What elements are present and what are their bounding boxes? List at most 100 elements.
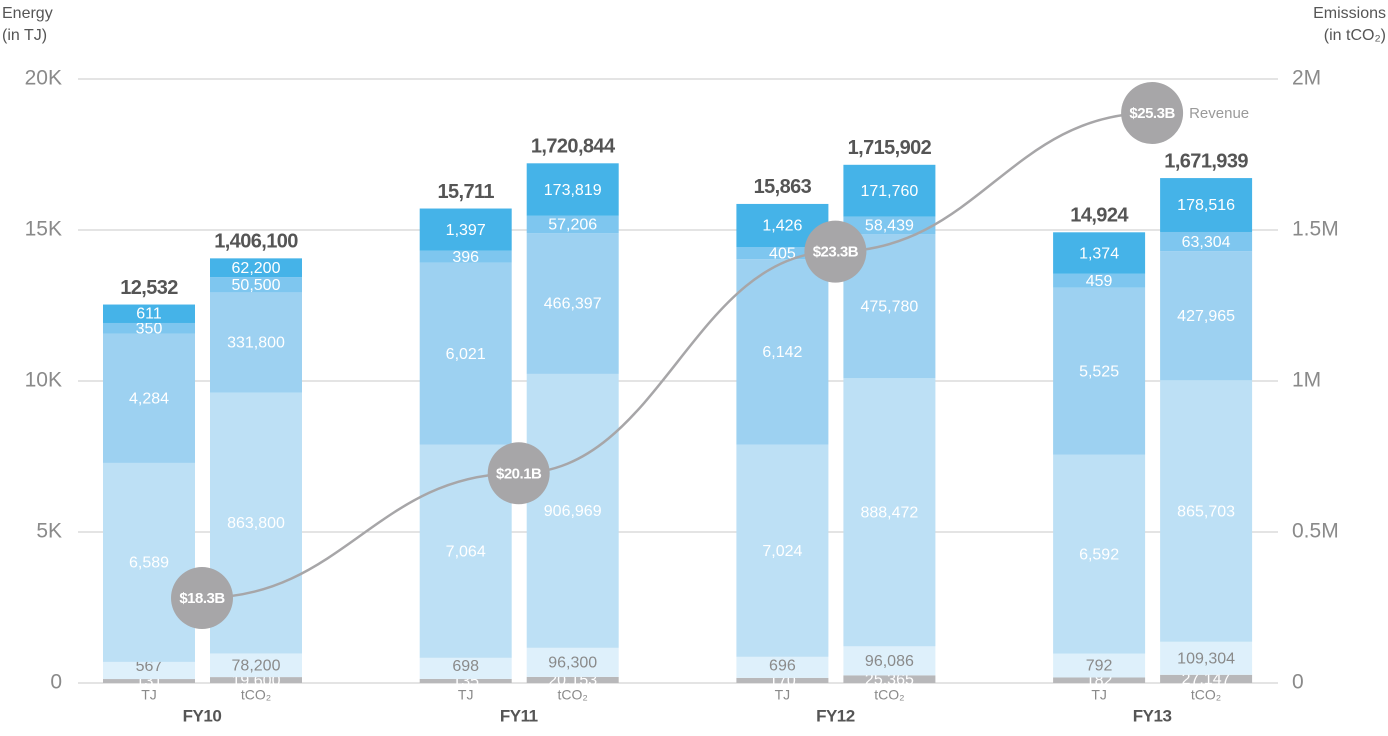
revenue-label: $20.1B: [496, 465, 542, 482]
revenue-marker: [171, 567, 233, 629]
total-label: 15,863: [754, 176, 812, 198]
y2-tick-label: 1M: [1292, 369, 1321, 392]
segment-label: 6,589: [129, 555, 169, 572]
segment-label: 466,397: [544, 296, 602, 313]
bar-segment: [1053, 677, 1146, 683]
segment-label: 96,086: [865, 653, 914, 670]
revenue-marker: [487, 442, 550, 505]
y-tick-label: 20K: [25, 67, 62, 90]
segment-label: 396: [452, 249, 479, 266]
y2-tick-label: 0.5M: [1292, 520, 1339, 543]
segment-label: 96,300: [548, 655, 597, 672]
segment-label: 78,200: [232, 657, 281, 674]
bar-segment: [736, 656, 829, 678]
bar-segment: [1160, 231, 1253, 252]
segment-label: 5,525: [1079, 363, 1119, 380]
bar-segment: [103, 679, 195, 683]
y-tick-label: 15K: [25, 218, 62, 241]
revenue-label: $25.3B: [1129, 105, 1175, 122]
bar-segment: [1053, 287, 1146, 455]
total-label: 12,532: [120, 277, 178, 299]
segment-label: 6,142: [762, 344, 802, 361]
y-tick-label: 0: [50, 671, 62, 694]
segment-label: 109,304: [1177, 651, 1235, 668]
segment-label: 459: [1086, 273, 1113, 290]
segment-label: 863,800: [227, 515, 285, 532]
segment-label: 6,592: [1079, 546, 1119, 563]
segment-label: 7,064: [446, 543, 486, 560]
bar-segment: [210, 277, 302, 293]
segment-label: 611: [136, 305, 162, 322]
segment-label: 698: [452, 658, 479, 675]
bar-segment: [103, 304, 195, 323]
bar-segment: [526, 373, 619, 648]
bar-segment: [210, 677, 302, 683]
segment-label: 331,800: [227, 335, 285, 352]
bar-label: TJ: [458, 687, 474, 703]
segment-label: 906,969: [544, 503, 602, 520]
bar-label: tCO₂: [558, 687, 588, 703]
segment-label: 696: [769, 658, 796, 675]
total-label: 14,924: [1070, 205, 1129, 227]
bar-label: TJ: [141, 687, 157, 703]
bar-segment: [1053, 653, 1146, 678]
segment-label: 50,500: [232, 277, 281, 294]
revenue-label: $23.3B: [813, 244, 859, 261]
bar-segment: [1160, 641, 1253, 675]
segment-label: 4,284: [129, 390, 169, 407]
bar-segment: [419, 678, 512, 683]
segment-label: 427,965: [1177, 308, 1235, 325]
bar-segment: [210, 258, 302, 278]
segment-label: 792: [1086, 657, 1113, 674]
segment-label: 178,516: [1177, 197, 1235, 214]
y2-tick-label: 2M: [1292, 67, 1321, 90]
bar-segment: [419, 262, 512, 445]
category-label: FY13: [1133, 706, 1172, 725]
revenue-marker: [1121, 82, 1184, 144]
y-tick-label: 5K: [36, 520, 62, 543]
bar-segment: [843, 164, 936, 217]
bar-segment: [843, 216, 936, 235]
segment-label: 27,147: [1182, 671, 1231, 688]
bar-segment: [210, 292, 302, 393]
segment-label: 475,780: [860, 298, 918, 315]
segment-label: 1,397: [446, 222, 486, 239]
bar-segment: [1160, 674, 1253, 683]
segment-label: 57,206: [548, 217, 597, 234]
bar-segment: [1160, 178, 1253, 232]
segment-label: 63,304: [1182, 234, 1231, 251]
bar-segment: [103, 322, 195, 334]
bar-segment: [736, 259, 829, 445]
revenue-name: Revenue: [1189, 105, 1249, 122]
bar-segment: [103, 462, 195, 662]
bar-segment: [526, 647, 619, 677]
bar-label: TJ: [775, 687, 791, 703]
bar-segment: [843, 675, 936, 683]
bar-segment: [526, 233, 619, 374]
bar-segment: [843, 646, 936, 676]
revenue-marker: [804, 220, 867, 283]
bar-label: tCO₂: [874, 687, 904, 703]
segment-label: 25,365: [865, 671, 914, 688]
bar-segment: [736, 444, 829, 657]
segment-label: 1,374: [1079, 245, 1119, 262]
y-tick-label: 10K: [25, 369, 62, 392]
total-label: 1,715,902: [848, 137, 932, 159]
segment-label: 7,024: [762, 543, 802, 560]
category-label: FY12: [816, 706, 855, 725]
bar-segment: [526, 163, 619, 216]
bar-segment: [210, 653, 302, 678]
bar-segment: [103, 661, 195, 680]
segment-label: 62,200: [232, 260, 281, 277]
y2-tick-label: 1.5M: [1292, 218, 1339, 241]
bar-segment: [103, 333, 195, 463]
category-label: FY11: [500, 706, 538, 725]
bar-segment: [526, 215, 619, 234]
total-label: 1,720,844: [531, 136, 616, 158]
bar-label: tCO₂: [241, 687, 271, 703]
bar-label: tCO₂: [1191, 687, 1221, 703]
segment-label: 171,760: [860, 183, 918, 200]
bar-segment: [736, 677, 829, 683]
y2-axis-title: (in tCO₂): [1324, 27, 1386, 44]
